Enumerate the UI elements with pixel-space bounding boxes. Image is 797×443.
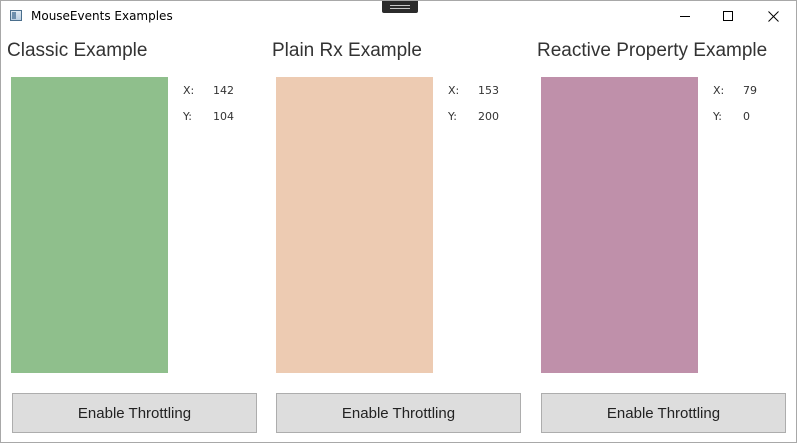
x-value: 142 [213,84,234,97]
y-label: Y: [448,110,457,123]
close-button[interactable] [750,1,796,32]
section-plain-rx-example: Plain Rx Example X: 153 Y: 200 Enable Th… [272,32,537,442]
section-title: Plain Rx Example [272,40,422,61]
drag-handle-icon[interactable] [382,1,418,13]
section-title: Reactive Property Example [537,40,768,61]
minimize-button[interactable] [662,1,708,32]
mouse-tracking-area[interactable] [276,77,433,373]
app-window-icon[interactable] [10,10,22,21]
enable-throttling-button[interactable]: Enable Throttling [12,393,257,433]
x-value: 153 [478,84,499,97]
y-label: Y: [713,110,722,123]
title-bar[interactable]: MouseEvents Examples [1,1,796,32]
section-reactive-property-example: Reactive Property Example X: 79 Y: 0 Ena… [537,32,797,442]
y-value: 0 [743,110,750,123]
y-label: Y: [183,110,192,123]
mouse-tracking-area[interactable] [541,77,698,373]
enable-throttling-button[interactable]: Enable Throttling [276,393,521,433]
enable-throttling-button[interactable]: Enable Throttling [541,393,786,433]
x-value: 79 [743,84,757,97]
y-value: 104 [213,110,234,123]
section-title: Classic Example [7,40,148,61]
close-icon [768,11,779,22]
x-label: X: [183,84,195,97]
maximize-button[interactable] [705,1,751,32]
window-title: MouseEvents Examples [31,9,173,23]
mouse-tracking-area[interactable] [11,77,168,373]
section-classic-example: Classic Example X: 142 Y: 104 Enable Thr… [7,32,272,442]
y-value: 200 [478,110,499,123]
x-label: X: [448,84,460,97]
x-label: X: [713,84,725,97]
